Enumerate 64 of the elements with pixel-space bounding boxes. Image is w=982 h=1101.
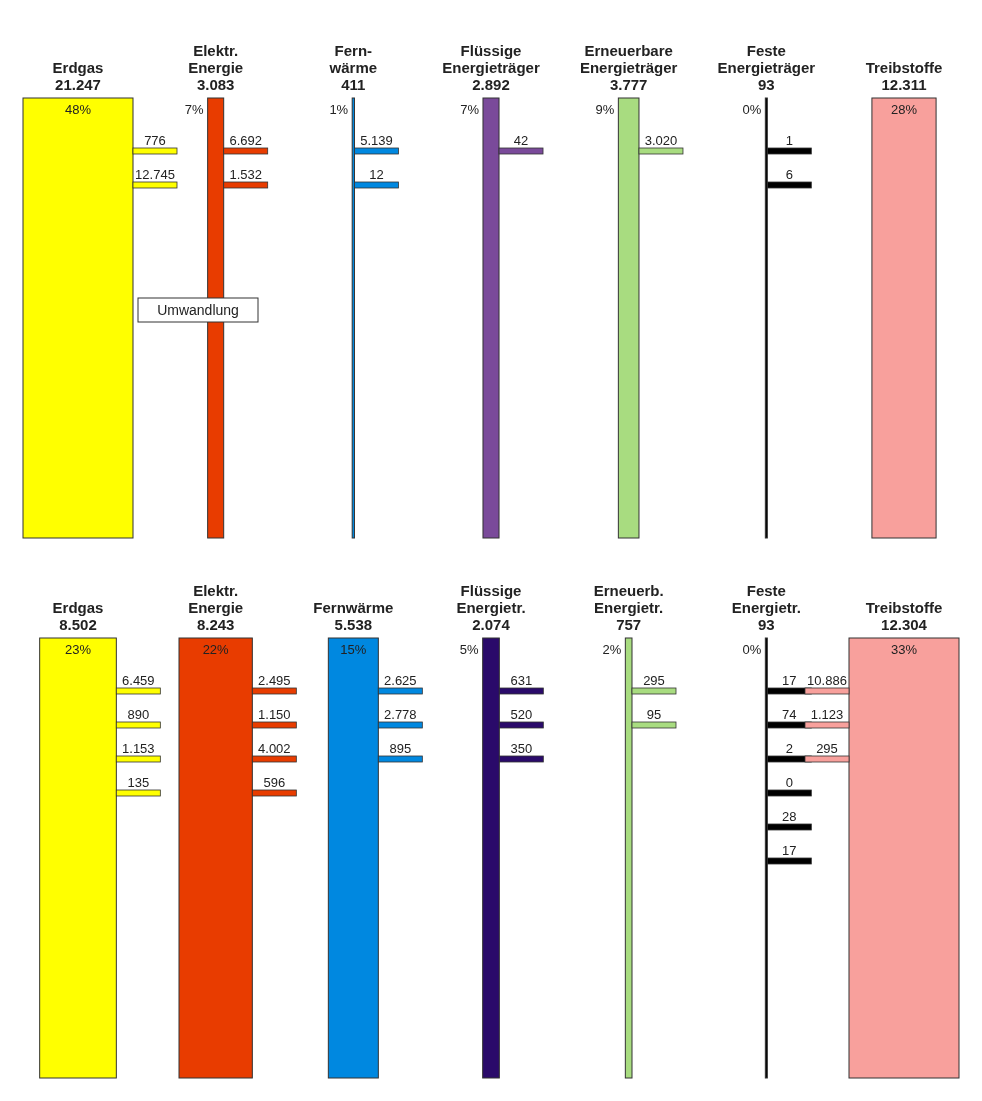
text: 895: [389, 741, 412, 756]
text: 1: [785, 133, 793, 148]
text: 350: [510, 741, 533, 756]
text: 10.886: [807, 673, 847, 688]
text: 0: [785, 775, 793, 790]
category-label: Treibstoffe 12.304: [865, 599, 943, 633]
text: 295: [816, 741, 838, 756]
data-label: 33%: [890, 642, 918, 657]
text: 890: [127, 707, 150, 722]
text: 776: [144, 133, 166, 148]
text: 12: [369, 167, 384, 182]
category-label: Flüssige Energieträger 2.892: [442, 42, 540, 93]
text: 520: [510, 707, 533, 722]
data-label: 0%: [742, 642, 762, 657]
data-label: 28%: [890, 102, 918, 117]
text: 3.020: [644, 133, 678, 148]
text: 631: [510, 673, 533, 688]
data-label: 9%: [595, 102, 615, 117]
text: 6: [785, 167, 793, 182]
text: 28: [782, 809, 797, 824]
data-label: 15%: [340, 642, 367, 657]
text: 1.153: [122, 741, 155, 756]
text: 17: [782, 673, 797, 688]
text: 12.745: [135, 167, 175, 182]
data-label: 0%: [742, 102, 762, 117]
text: 596: [263, 775, 286, 790]
data-label: 7%: [460, 102, 480, 117]
text: 1.150: [258, 707, 291, 722]
text: 2.778: [384, 707, 417, 722]
data-label: 48%: [64, 102, 92, 117]
text: 1.532: [229, 167, 262, 182]
text: 5.139: [360, 133, 393, 148]
category-label: Erneuerb. Energietr. 757: [593, 582, 664, 633]
data-label: 2%: [602, 642, 622, 657]
data-label: 1%: [329, 102, 349, 117]
text: 6.459: [122, 673, 155, 688]
data-label: 22%: [202, 642, 230, 657]
text: 4.002: [258, 741, 291, 756]
text: 74: [782, 707, 797, 722]
text: 6.692: [229, 133, 262, 148]
data-label: 7%: [184, 102, 205, 117]
category-label: Erdgas 21.247: [52, 59, 104, 93]
category-label: Erdgas 8.502: [52, 599, 104, 633]
text: 2.495: [258, 673, 291, 688]
category-label: Elektr. Energie 8.243: [188, 582, 244, 633]
category-label: Treibstoffe 12.311: [865, 59, 943, 93]
text: 1.123: [810, 707, 844, 722]
data-label: 5%: [459, 642, 480, 657]
category-label: Elektr. Energie 3.083: [188, 42, 244, 93]
text: Umwandlung: [157, 302, 239, 318]
category-label: Erneuerbare Energieträger 3.777: [579, 42, 678, 93]
category-label: Flüssige Energietr. 2.074: [456, 582, 526, 633]
data-label: 23%: [64, 642, 92, 657]
category-label: Fernwärme 5.538: [313, 599, 394, 633]
text: 2: [785, 741, 793, 756]
category-label: Feste Energieträger 93: [717, 42, 816, 93]
category-label: Fern- wärme 411: [328, 42, 378, 93]
text: 135: [127, 775, 150, 790]
text: 295: [643, 673, 665, 688]
text: 95: [646, 707, 662, 722]
text: 17: [782, 843, 797, 858]
category-label: Feste Energietr. 93: [731, 582, 801, 633]
text: 2.625: [384, 673, 417, 688]
text: 42: [513, 133, 529, 148]
